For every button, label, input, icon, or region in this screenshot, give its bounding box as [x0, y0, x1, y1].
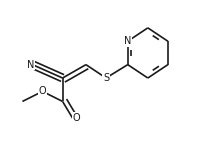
Text: S: S [103, 73, 109, 83]
Text: O: O [73, 113, 81, 123]
Text: O: O [39, 86, 46, 96]
Text: N: N [124, 36, 131, 46]
Text: N: N [27, 60, 34, 70]
